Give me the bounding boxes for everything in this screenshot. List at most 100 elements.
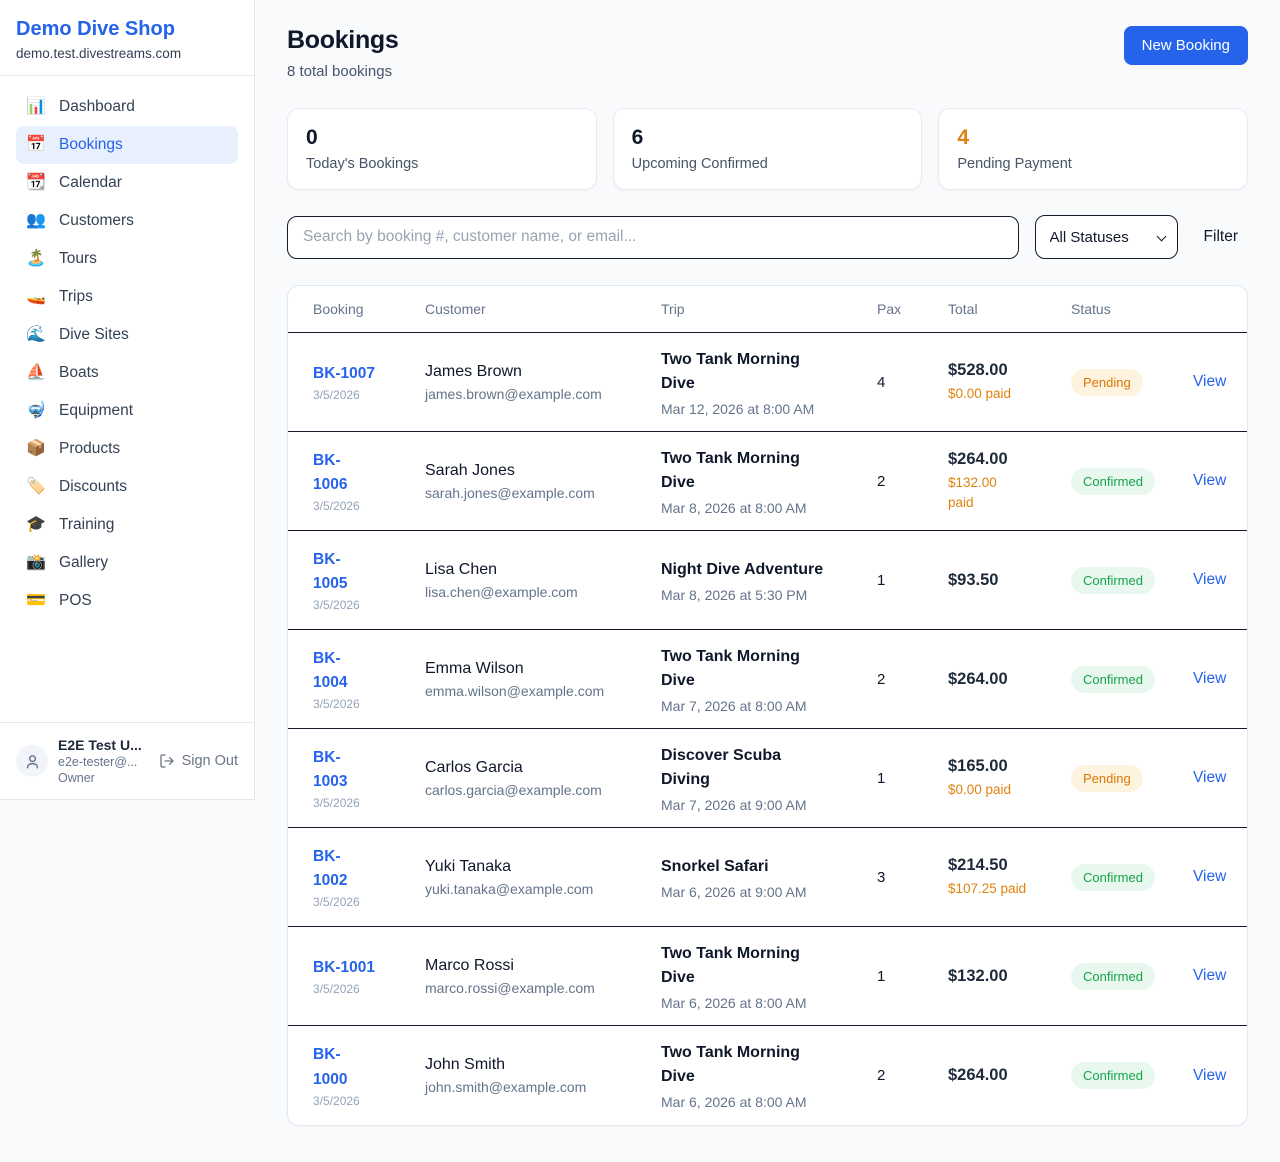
sidebar-item-pos[interactable]: 💳 POS: [16, 582, 238, 620]
sidebar-item-label: Discounts: [59, 478, 128, 495]
customer-email: marco.rossi@example.com: [425, 979, 595, 996]
booking-ref-link[interactable]: BK- 1000: [313, 1046, 348, 1088]
customer-name: John Smith: [425, 1056, 506, 1073]
trip-name: Snorkel Safari: [661, 857, 769, 875]
customer-email: yuki.tanaka@example.com: [425, 880, 594, 897]
view-link[interactable]: View: [1193, 472, 1227, 489]
sidebar-item-label: Dashboard: [59, 98, 135, 115]
filter-button[interactable]: Filter: [1194, 222, 1248, 252]
customers-icon: 👥: [26, 212, 46, 229]
trip-cell: Two Tank Morning Dive Mar 6, 2026 at 8:00…: [661, 942, 877, 1011]
table-row: BK- 1006 3/5/2026 Sarah Jones sarah.jones@e…: [288, 432, 1247, 531]
view-link[interactable]: View: [1193, 670, 1227, 687]
sign-out-button[interactable]: Sign Out: [159, 753, 238, 769]
view-link[interactable]: View: [1193, 373, 1227, 390]
sidebar-item-tours[interactable]: 🏝️ Tours: [16, 240, 238, 278]
booking-ref-link[interactable]: BK-1001: [313, 958, 376, 976]
sidebar-item-dive-sites[interactable]: 🌊 Dive Sites: [16, 316, 238, 354]
view-link[interactable]: View: [1193, 571, 1227, 588]
boats-icon: ⛵: [26, 364, 46, 381]
filters-bar: All Statuses Filter: [287, 215, 1248, 259]
customer-email: james.brown@example.com: [425, 385, 602, 402]
brand-name[interactable]: Demo Dive Shop: [16, 18, 175, 40]
status-cell: Confirmed: [1071, 1062, 1181, 1089]
booking-ref-link[interactable]: BK- 1005: [313, 550, 348, 592]
trip-cell: Two Tank Morning Dive Mar 8, 2026 at 8:00…: [661, 447, 877, 516]
stat-label: Upcoming Confirmed: [631, 156, 768, 172]
sidebar-item-trips[interactable]: 🚤 Trips: [16, 278, 238, 316]
total-amount: $132.00: [948, 966, 1008, 985]
view-link[interactable]: View: [1193, 967, 1227, 984]
customer-email: lisa.chen@example.com: [425, 583, 578, 600]
sidebar-item-calendar[interactable]: 📆 Calendar: [16, 164, 238, 202]
column-header-pax: Pax: [877, 301, 902, 317]
dashboard-icon: 📊: [26, 98, 46, 115]
new-booking-button[interactable]: New Booking: [1123, 26, 1248, 65]
trip-cell: Night Dive Adventure Mar 8, 2026 at 5:30 …: [661, 558, 877, 603]
booking-ref-link[interactable]: BK- 1002: [313, 847, 348, 889]
booking-cell: BK- 1004 3/5/2026: [313, 647, 425, 711]
user-name: E2E Test U...: [58, 737, 142, 753]
view-cell: View: [1181, 1067, 1229, 1085]
stat-value: 0: [306, 126, 318, 149]
page-title: Bookings: [287, 26, 399, 54]
sidebar-nav: 📊 Dashboard 📅 Bookings 📆 Calendar 👥 Customers 🏝️…: [0, 76, 254, 722]
customer-cell: Carlos Garcia carlos.garcia@example.com: [425, 759, 661, 798]
page-header: Bookings 8 total bookings New Booking: [287, 26, 1248, 80]
customer-cell: Sarah Jones sarah.jones@example.com: [425, 462, 661, 501]
sidebar-item-gallery[interactable]: 📸 Gallery: [16, 544, 238, 582]
user-box: E2E Test U... e2e-tester@... Owner Sign …: [0, 722, 254, 799]
sidebar-item-discounts[interactable]: 🏷️ Discounts: [16, 468, 238, 506]
sidebar-item-products[interactable]: 📦 Products: [16, 430, 238, 468]
booking-date: 3/5/2026: [313, 697, 360, 712]
pax-cell: 2: [877, 670, 886, 688]
pax-cell: 3: [877, 868, 886, 886]
sidebar-item-customers[interactable]: 👥 Customers: [16, 202, 238, 240]
sidebar-item-boats[interactable]: ⛵ Boats: [16, 354, 238, 392]
sidebar-item-dashboard[interactable]: 📊 Dashboard: [16, 88, 238, 126]
sidebar-item-training[interactable]: 🎓 Training: [16, 506, 238, 544]
status-badge: Confirmed: [1071, 665, 1155, 693]
total-amount: $165.00: [948, 756, 1008, 775]
customer-name: Lisa Chen: [425, 560, 498, 578]
trip-datetime: Mar 6, 2026 at 8:00 AM: [661, 994, 807, 1011]
paid-amount: $107.25 paid: [948, 880, 1027, 896]
customer-name: Emma Wilson: [425, 659, 524, 677]
booking-ref-link[interactable]: BK- 1004: [313, 649, 348, 691]
customer-cell: Yuki Tanaka yuki.tanaka@example.com: [425, 858, 661, 897]
booking-date: 3/5/2026: [313, 598, 360, 613]
status-filter-select[interactable]: All Statuses: [1034, 215, 1178, 259]
total-cell: $264.00: [948, 1066, 1071, 1085]
view-link[interactable]: View: [1193, 1066, 1227, 1084]
booking-date: 3/5/2026: [313, 796, 360, 811]
trip-name: Two Tank Morning Dive: [661, 1044, 800, 1085]
column-header-booking: Booking: [313, 301, 364, 317]
table-row: BK- 1002 3/5/2026 Yuki Tanaka yuki.tanaka@e…: [288, 828, 1247, 927]
trip-cell: Discover Scuba Diving Mar 7, 2026 at 9:00…: [661, 744, 877, 813]
status-badge: Confirmed: [1071, 566, 1155, 594]
view-link[interactable]: View: [1193, 868, 1227, 885]
stat-value: 6: [631, 126, 644, 149]
sidebar-item-label: Gallery: [59, 554, 109, 571]
brand-block: Demo Dive Shop demo.test.divestreams.com: [0, 0, 254, 76]
booking-ref-link[interactable]: BK- 1003: [313, 748, 348, 790]
sidebar-item-label: Calendar: [59, 174, 122, 191]
booking-ref-link[interactable]: BK- 1006: [313, 451, 348, 493]
booking-ref-link[interactable]: BK-1007: [313, 364, 376, 382]
trip-name: Two Tank Morning Dive: [661, 944, 800, 986]
status-badge: Confirmed: [1071, 863, 1155, 891]
booking-date: 3/5/2026: [313, 895, 360, 910]
sidebar-item-equipment[interactable]: 🤿 Equipment: [16, 392, 238, 430]
paid-amount: $0.00 paid: [948, 385, 1012, 401]
status-cell: Confirmed: [1071, 467, 1181, 495]
sidebar-item-label: Customers: [59, 212, 134, 229]
customer-cell: John Smith john.smith@example.com: [425, 1056, 661, 1095]
search-input[interactable]: [287, 215, 1019, 259]
user-email: e2e-tester@...: [58, 755, 138, 769]
view-link[interactable]: View: [1193, 769, 1227, 786]
sidebar-item-label: Training: [59, 516, 115, 533]
pos-icon: 💳: [26, 592, 46, 609]
tours-icon: 🏝️: [26, 250, 46, 267]
sidebar-item-bookings[interactable]: 📅 Bookings: [16, 126, 238, 164]
customer-cell: Emma Wilson emma.wilson@example.com: [425, 660, 661, 699]
